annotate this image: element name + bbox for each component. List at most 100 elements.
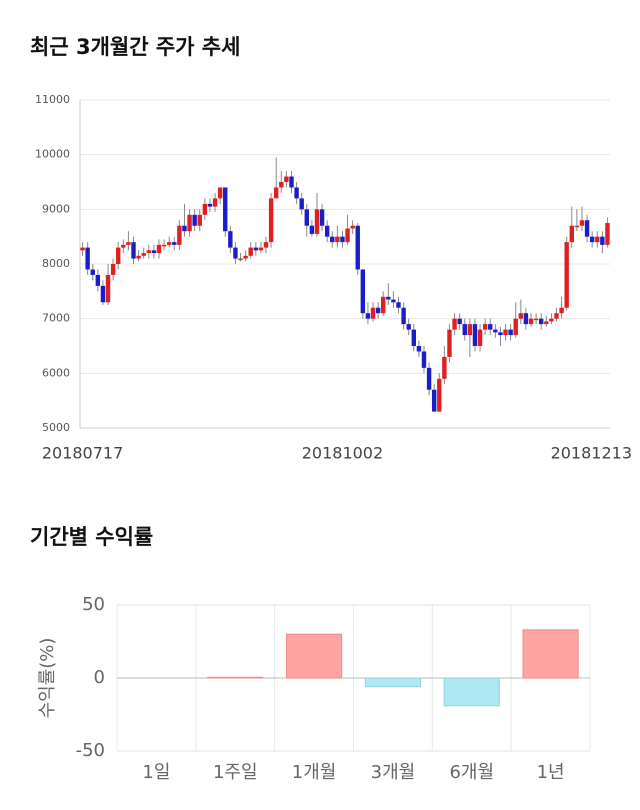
candle-body	[574, 225, 580, 228]
candle-body	[90, 269, 95, 275]
candle-body	[116, 247, 121, 264]
candle-body	[156, 244, 162, 254]
x-tick-label: 20180717	[42, 444, 123, 463]
candle-body	[161, 244, 167, 247]
candle-body	[508, 329, 513, 336]
candle-body	[217, 187, 223, 199]
candle-body	[355, 225, 360, 270]
candle-body	[141, 253, 146, 256]
y-tick-label: 8000	[42, 257, 70, 270]
candle-body	[279, 182, 284, 188]
bar	[522, 629, 579, 679]
x-tick-label: 6개월	[449, 762, 494, 783]
candle-body	[110, 264, 116, 275]
y-tick-label: 0	[94, 667, 105, 688]
candle-body	[289, 176, 294, 188]
candle-body	[584, 220, 590, 237]
candle-body	[498, 332, 503, 336]
candle-body	[406, 324, 411, 330]
candle-body	[187, 214, 192, 232]
x-tick-label: 1주일	[213, 762, 258, 783]
candle-body	[426, 367, 432, 390]
candle-body	[330, 236, 335, 243]
candle-body	[467, 324, 473, 336]
candle-body	[493, 329, 498, 333]
candle-body	[238, 258, 243, 261]
candle-body	[248, 247, 253, 256]
x-tick-label: 20181002	[302, 444, 383, 463]
candle-body	[197, 214, 202, 226]
candle-body	[253, 247, 259, 251]
candle-body	[559, 307, 564, 314]
candle-body	[212, 198, 218, 207]
y-tick-label: 9000	[42, 202, 70, 215]
bar	[207, 676, 264, 679]
y-tick-label: 6000	[42, 366, 70, 379]
candle-body	[360, 269, 366, 314]
x-tick-label: 3개월	[371, 762, 416, 783]
y-tick-label: 7000	[42, 312, 70, 325]
candle-body	[365, 313, 371, 319]
candle-body	[533, 318, 539, 321]
candle-body	[146, 250, 151, 254]
candle-body	[447, 329, 452, 357]
candle-body	[600, 236, 605, 245]
candle-body	[539, 318, 544, 325]
candle-body	[151, 250, 157, 254]
candle-body	[126, 242, 131, 245]
candle-body	[518, 313, 524, 319]
x-tick-label: 1개월	[292, 762, 337, 783]
candle-body	[452, 318, 457, 330]
candle-body	[304, 209, 309, 226]
candle-body	[274, 187, 279, 199]
candle-body	[375, 307, 381, 314]
candle-body	[105, 274, 111, 303]
candle-body	[350, 225, 355, 229]
candle-body	[381, 296, 386, 314]
candle-body	[258, 247, 264, 251]
candle-body	[228, 231, 233, 248]
candle-body	[192, 214, 197, 226]
candle-body	[95, 274, 101, 286]
candle-body	[309, 225, 315, 234]
candle-body	[233, 247, 238, 259]
candle-body	[482, 324, 488, 330]
candle-body	[131, 242, 136, 259]
candle-body	[416, 346, 422, 352]
y-axis-label: 수익률(%)	[37, 638, 58, 719]
candle-body	[579, 220, 585, 226]
x-tick-label: 20181213	[551, 444, 632, 463]
candle-body	[172, 242, 177, 245]
candle-body	[136, 255, 141, 259]
candle-body	[182, 225, 187, 232]
candle-body	[207, 203, 213, 207]
candle-body	[284, 176, 289, 182]
y-tick-label: 11000	[35, 93, 70, 106]
candle-body	[401, 307, 406, 325]
bar	[443, 677, 500, 707]
candle-body	[177, 225, 182, 245]
candle-body	[442, 356, 447, 379]
candle-body	[299, 198, 304, 210]
candle-body	[319, 209, 325, 226]
candle-body	[569, 225, 574, 243]
candle-body	[431, 389, 437, 412]
candle-body	[85, 247, 90, 270]
candle-body	[411, 329, 416, 346]
candle-body	[549, 318, 554, 322]
y-tick-label: 50	[82, 594, 105, 615]
x-tick-label: 1년	[537, 762, 565, 783]
bar	[285, 633, 343, 679]
candle-body	[457, 318, 462, 325]
chart-title: 기간별 수익률	[30, 525, 153, 549]
candle-body	[324, 225, 330, 237]
candle-body	[503, 329, 508, 336]
candle-body	[488, 324, 493, 330]
candle-body	[513, 318, 518, 336]
candle-body	[294, 187, 299, 199]
candle-body	[564, 242, 569, 308]
candle-body	[202, 203, 208, 215]
x-tick-label: 1일	[142, 762, 170, 783]
chart-title: 최근 3개월간 주가 추세	[30, 35, 240, 59]
